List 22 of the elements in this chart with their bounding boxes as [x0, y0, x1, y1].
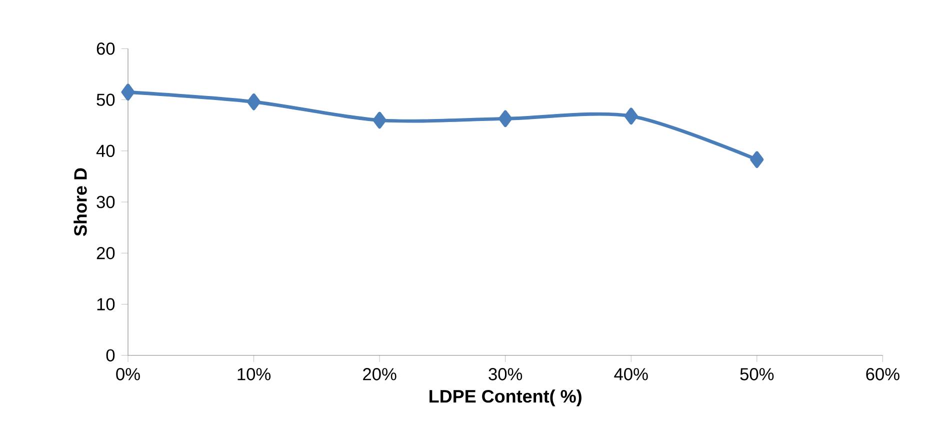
y-tick-label: 60 — [96, 42, 115, 55]
point — [624, 108, 638, 125]
point — [372, 112, 386, 129]
y-tick-label: 40 — [96, 144, 115, 158]
x-tick-label: 10% — [238, 368, 271, 380]
y-tick-label: 0 — [106, 349, 115, 362]
x-axis-title: LDPE Content( %) — [430, 389, 582, 406]
point — [247, 93, 261, 110]
x-tick-label: 50% — [740, 368, 774, 380]
y-tick-label: 10 — [97, 298, 115, 310]
x-tick-label: 60% — [866, 368, 900, 380]
point — [498, 110, 512, 128]
y-axis-title: Shore D — [74, 168, 87, 236]
x-tick-label: 20% — [363, 368, 396, 380]
y-tick-label: 50 — [96, 94, 115, 106]
x-tick-label: 40% — [614, 368, 648, 380]
y-tick-label: 20 — [96, 246, 115, 260]
x-tick-label: 0% — [116, 368, 140, 380]
y-tick-label: 30 — [96, 196, 115, 208]
x-tick-label: 30% — [488, 368, 522, 380]
point — [750, 151, 764, 168]
point — [121, 84, 135, 101]
